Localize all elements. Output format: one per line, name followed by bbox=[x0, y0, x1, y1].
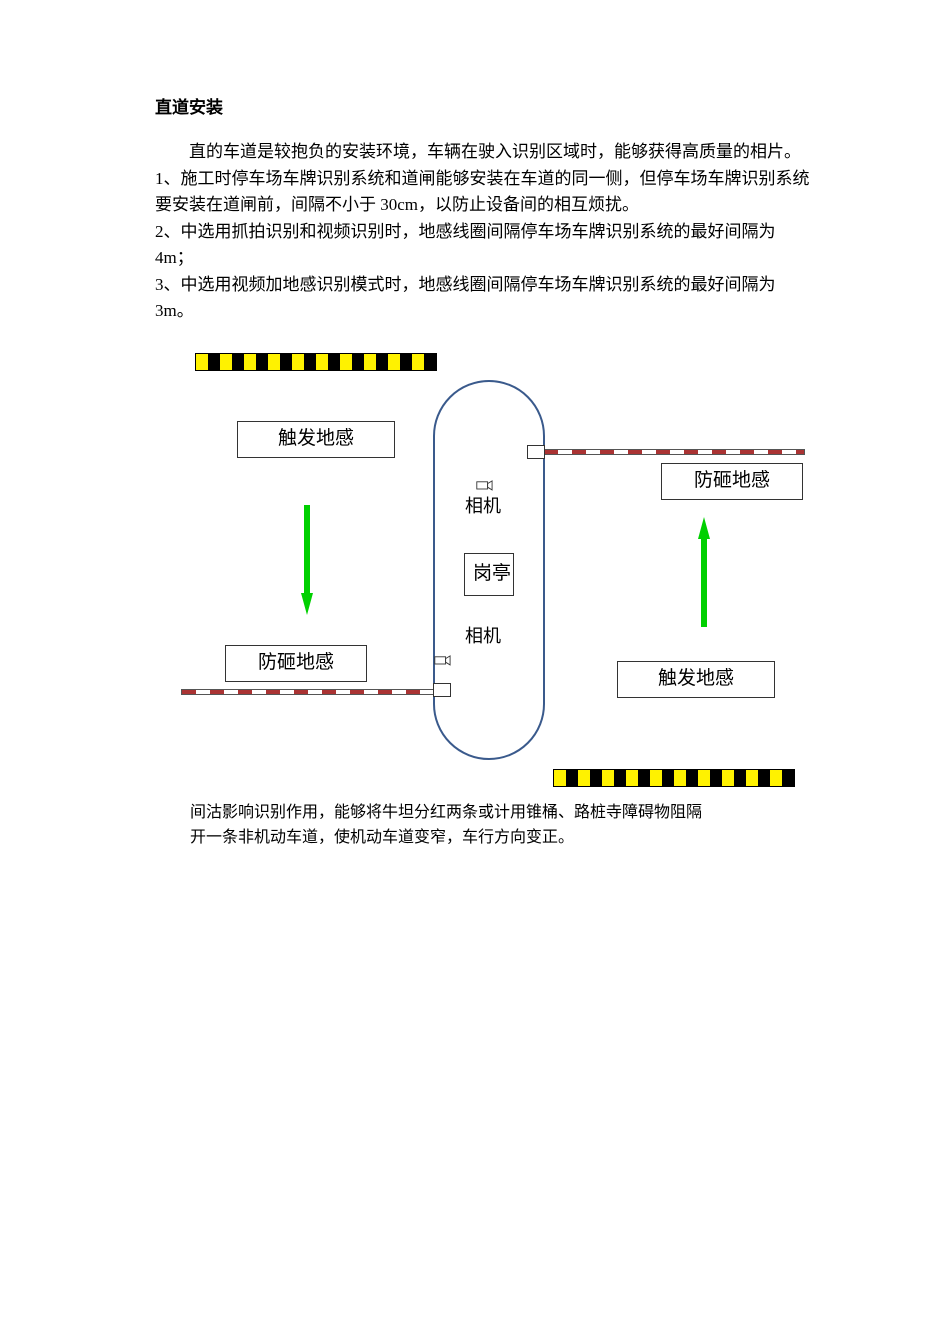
trigger-sensor-top: 触发地感 bbox=[237, 421, 395, 458]
trigger-sensor-bottom: 触发地感 bbox=[617, 661, 775, 698]
camera-label-top: 相机 bbox=[465, 493, 501, 520]
barrier-base-bottom bbox=[433, 683, 451, 697]
barrier-arm-right bbox=[543, 449, 805, 455]
speedbump-bottom bbox=[553, 769, 795, 787]
intro-paragraph: 直的车道是较抱负的安装环境，车辆在驶入识别区域时，能够获得高质量的相片。 bbox=[155, 139, 810, 165]
item-3: 3、中选用视频加地感识别模式时，地感线圈间隔停车场车牌识别系统的最好间隔为 3m… bbox=[155, 272, 810, 323]
section-title: 直道安装 bbox=[155, 95, 810, 121]
anticrash-sensor-right: 防砸地感 bbox=[661, 463, 803, 500]
booth-box: 岗亭 bbox=[464, 553, 514, 596]
speedbump-top bbox=[195, 353, 437, 371]
caption-line-2: 开一条非机动车道，使机动车道变窄，车行方向变正。 bbox=[190, 826, 810, 851]
installation-diagram: 触发地感 防砸地感 岗亭 防砸地感 触发地感 相机 相机 bbox=[175, 345, 815, 795]
arrow-up-icon bbox=[698, 517, 710, 627]
arrow-down-icon bbox=[301, 505, 313, 615]
barrier-base-top bbox=[527, 445, 545, 459]
camera-icon-bottom bbox=[433, 650, 451, 664]
item-1: 1、施工时停车场车牌识别系统和道闸能够安装在车道的同一侧，但停车场车牌识别系统要… bbox=[155, 166, 810, 217]
anticrash-sensor-left: 防砸地感 bbox=[225, 645, 367, 682]
item-2: 2、中选用抓拍识别和视频识别时，地感线圈间隔停车场车牌识别系统的最好间隔为 4m… bbox=[155, 219, 810, 270]
camera-icon-top bbox=[475, 475, 493, 489]
caption-line-1: 间沽影响识别作用，能够将牛坦分红两条或计用锥桶、路桩寺障碍物阻隔 bbox=[190, 801, 810, 826]
camera-label-bottom: 相机 bbox=[465, 623, 501, 650]
barrier-arm-left bbox=[181, 689, 434, 695]
